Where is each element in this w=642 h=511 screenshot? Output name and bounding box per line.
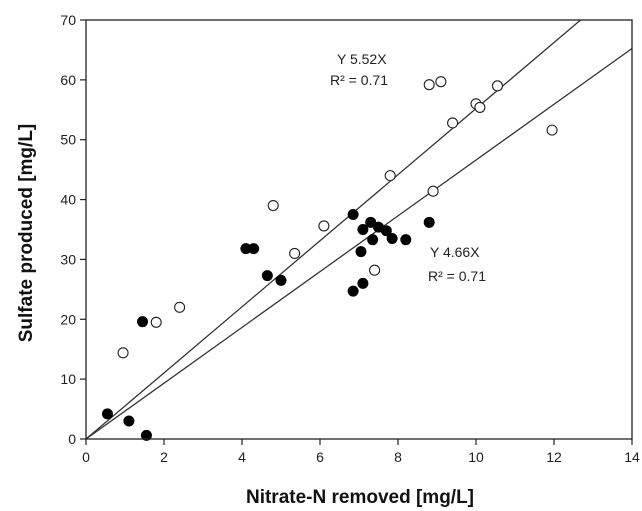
open-circle-point xyxy=(267,200,279,212)
open-circle-point xyxy=(474,101,486,113)
open-circle-point xyxy=(384,170,396,182)
filled-circle-point xyxy=(386,232,398,244)
open-circle-point xyxy=(150,316,162,328)
open-circle-point xyxy=(491,80,504,92)
filled-circle-point xyxy=(347,209,359,221)
plot-frame xyxy=(85,19,633,440)
x-tick-label: 12 xyxy=(546,449,562,465)
open-circle-point xyxy=(423,79,435,91)
filled-circle-point xyxy=(365,216,377,228)
x-tick-label: 10 xyxy=(468,449,484,465)
y-axis-title: Sulfate produced [mg/L] xyxy=(16,124,37,343)
y-tick-label: 10 xyxy=(60,371,76,387)
filled-circle-point xyxy=(357,277,369,289)
filled-circle-point xyxy=(347,285,359,297)
x-axis-title: Nitrate-N removed [mg/L] xyxy=(246,487,474,508)
filled-circle-point xyxy=(137,316,149,328)
x-tick-label: 8 xyxy=(394,449,402,465)
open-circle-point xyxy=(289,247,301,259)
fit-label-lower-r2: R² = 0.71 xyxy=(428,268,486,284)
open-circle-point xyxy=(427,185,439,197)
filled-circle-point xyxy=(380,225,392,237)
filled-circle-point xyxy=(101,408,113,420)
filled-circle-point xyxy=(423,216,435,228)
open-circle-point xyxy=(435,76,447,88)
fit-line-lower xyxy=(85,47,633,440)
y-tick-label: 20 xyxy=(60,311,76,327)
open-circle-point xyxy=(369,264,381,276)
open-circle-point xyxy=(174,301,186,313)
data-points xyxy=(101,76,558,441)
filled-circle-point xyxy=(357,224,369,235)
filled-circle-point xyxy=(367,234,379,246)
filled-circle-point xyxy=(400,234,412,246)
x-tick-label: 2 xyxy=(160,449,168,465)
x-tick-label: 0 xyxy=(82,449,90,465)
y-tick-label: 30 xyxy=(60,251,76,267)
y-tick-label: 40 xyxy=(60,192,76,208)
y-tick-label: 0 xyxy=(68,431,76,447)
filled-circle-point xyxy=(140,429,152,441)
open-circle-point xyxy=(318,220,330,232)
fit-label-lower-equation: Y 4.66X xyxy=(430,244,480,260)
fit-label-upper-r2: R² = 0.71 xyxy=(330,72,388,88)
filled-circle-point xyxy=(355,246,367,258)
x-tick-label: 4 xyxy=(238,449,246,465)
filled-circle-point xyxy=(123,415,135,427)
open-circle-point xyxy=(546,124,558,136)
fit-label-upper-equation: Y 5.52X xyxy=(337,51,387,67)
annotations: Y 5.52X R² = 0.71 Y 4.66X R² = 0.71 xyxy=(330,51,486,284)
open-circle-point xyxy=(447,117,459,129)
filled-circle-point xyxy=(275,274,287,286)
y-tick-label: 70 xyxy=(60,12,76,28)
open-circle-point xyxy=(117,347,129,359)
y-tick-label: 60 xyxy=(60,72,76,88)
y-tick-label: 50 xyxy=(60,132,76,148)
filled-circle-point xyxy=(261,270,273,282)
axes: 0 2 4 6 8 10 12 14 0 10 20 30 40 50 60 70 xyxy=(60,12,640,465)
x-tick-label: 14 xyxy=(624,449,640,465)
x-tick-label: 6 xyxy=(316,449,324,465)
filled-circle-point xyxy=(248,243,260,255)
